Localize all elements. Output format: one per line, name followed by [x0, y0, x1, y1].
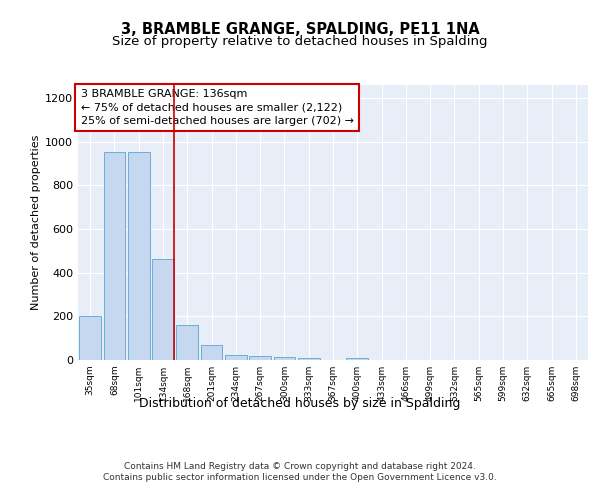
- Text: 3 BRAMBLE GRANGE: 136sqm
← 75% of detached houses are smaller (2,122)
25% of sem: 3 BRAMBLE GRANGE: 136sqm ← 75% of detach…: [80, 89, 353, 126]
- Bar: [152, 259, 174, 360]
- Text: Contains HM Land Registry data © Crown copyright and database right 2024.
Contai: Contains HM Land Registry data © Crown c…: [103, 462, 497, 482]
- Bar: [298, 358, 320, 360]
- Bar: [225, 354, 247, 360]
- Bar: [249, 356, 271, 360]
- Bar: [79, 316, 101, 360]
- Text: 3, BRAMBLE GRANGE, SPALDING, PE11 1NA: 3, BRAMBLE GRANGE, SPALDING, PE11 1NA: [121, 22, 479, 38]
- Text: Size of property relative to detached houses in Spalding: Size of property relative to detached ho…: [112, 35, 488, 48]
- Bar: [176, 325, 198, 360]
- Y-axis label: Number of detached properties: Number of detached properties: [31, 135, 41, 310]
- Bar: [104, 152, 125, 360]
- Bar: [346, 358, 368, 360]
- Bar: [274, 356, 295, 360]
- Bar: [200, 344, 223, 360]
- Bar: [128, 152, 149, 360]
- Text: Distribution of detached houses by size in Spalding: Distribution of detached houses by size …: [139, 398, 461, 410]
